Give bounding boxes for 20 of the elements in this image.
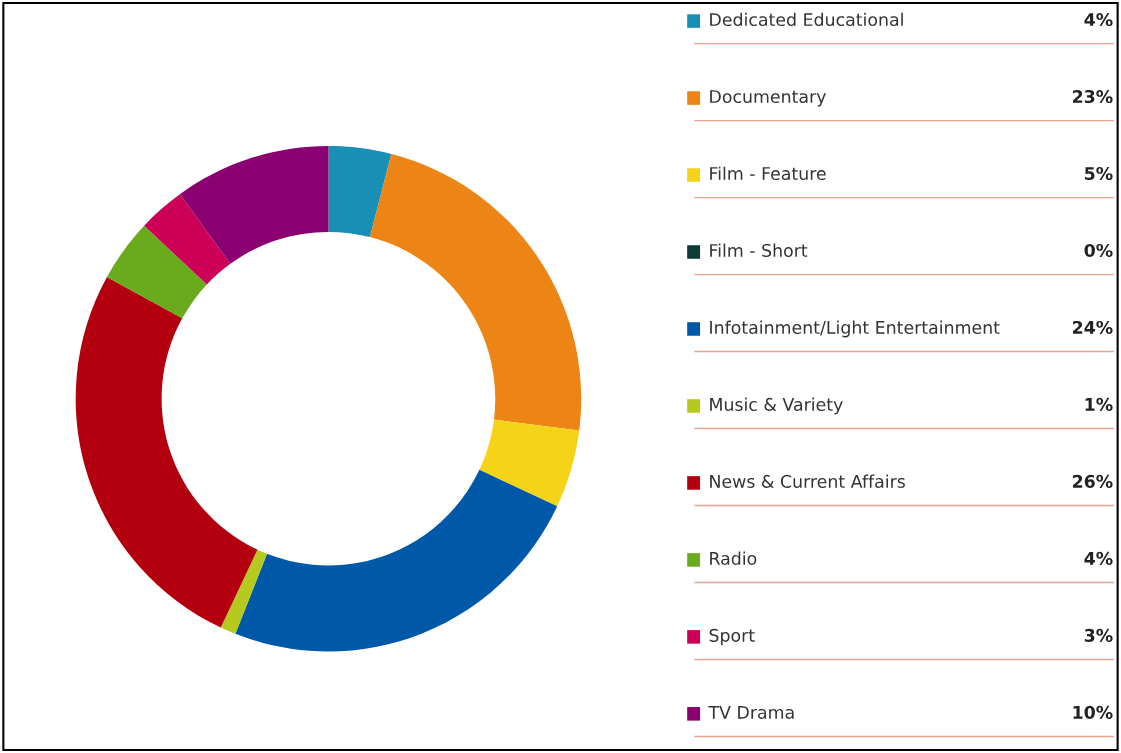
legend-label: TV Drama (708, 705, 794, 719)
legend-label: News & Current Affairs (710, 474, 905, 488)
legend-label: Dedicated Educational (710, 12, 903, 27)
data-label: 3% (1084, 628, 1113, 642)
data-label: 26% (1072, 474, 1113, 488)
data-label: 4% (1084, 551, 1113, 565)
legend-label: Music & Variety (710, 397, 843, 415)
text: 0% (1084, 243, 1113, 258)
data-label: 5% (1085, 166, 1113, 181)
data-label: 24% (1072, 320, 1113, 335)
data-label: 10% (1073, 705, 1113, 719)
data-label: 4% (1084, 12, 1113, 27)
data-label: 23% (1072, 89, 1113, 104)
legend-label: Sport (709, 628, 755, 646)
legend-label: Film - Short (710, 243, 808, 258)
legend-label: Infotainment/Light Entertainment (710, 320, 1000, 338)
legend-label: Documentary (710, 90, 826, 107)
legend-label: Film - Feature (710, 166, 826, 181)
legend-label: Radio (710, 551, 757, 565)
data-label: 1% (1085, 397, 1113, 411)
